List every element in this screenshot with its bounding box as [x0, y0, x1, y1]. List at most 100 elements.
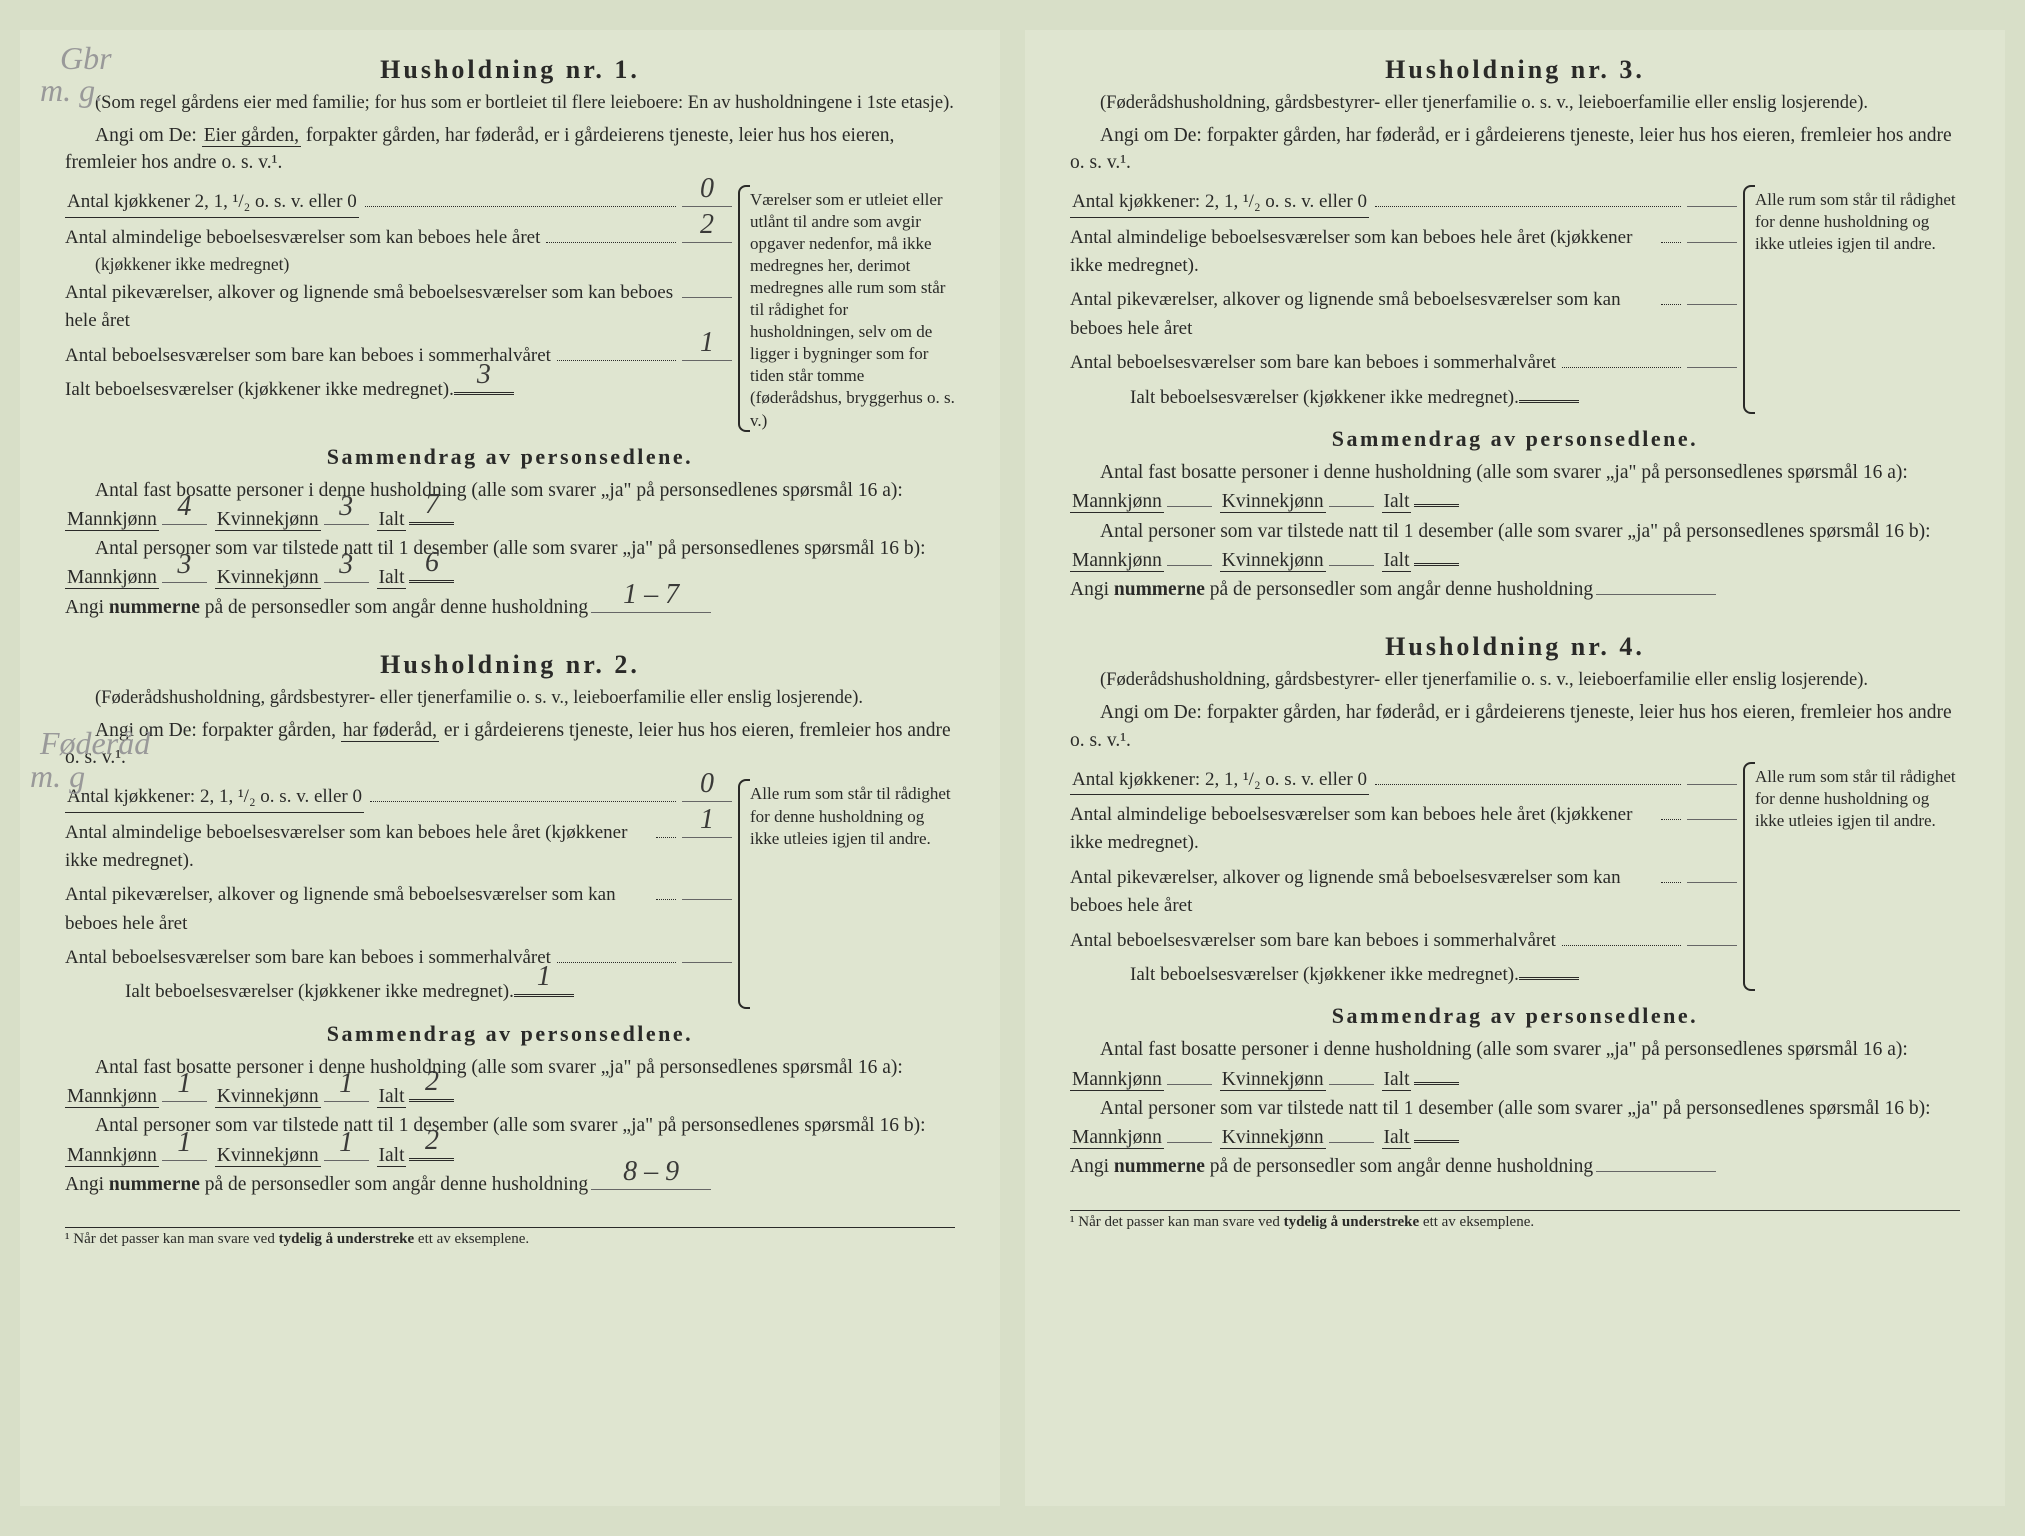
- sommer-line-2: Antal beboelsesværelser som bare kan beb…: [65, 940, 732, 972]
- mann-label-2: Mannkjønn: [65, 1086, 159, 1108]
- stats-side-2: Alle rum som står til rådighet for denne…: [750, 779, 955, 1008]
- nummerne-bold: nummerne: [109, 597, 200, 618]
- stats-side-4: Alle rum som står til rådighet for denne…: [1755, 762, 1960, 991]
- ialt-b-value-4: [1414, 1124, 1459, 1144]
- household-4-angi: Angi om De: forpakter gården, har føderå…: [1070, 699, 1960, 754]
- pikev-value-4: [1687, 860, 1737, 883]
- mann-value: 4: [162, 505, 207, 525]
- side-text-2: Alle rum som står til rådighet for denne…: [750, 784, 951, 847]
- ialt-p-value: 7: [409, 505, 454, 525]
- pikev-line-2: Antal pikeværelser, alkover og lignende …: [65, 878, 732, 939]
- household-1: Husholdning nr. 1. (Som regel gårdens ei…: [65, 55, 955, 622]
- nummerne-bold-3: nummerne: [1114, 579, 1205, 600]
- sommer-line-4: Antal beboelsesværelser som bare kan beb…: [1070, 923, 1737, 955]
- footnote-bold-r: tydelig å understreke: [1284, 1214, 1420, 1230]
- mann-b-value-2: 1: [162, 1141, 207, 1161]
- kjokkener-label: Antal kjøkkener 2, 1, ¹/₂ o. s. v. eller…: [65, 188, 359, 218]
- kjokkener-line-2: Antal kjøkkener: 2, 1, ¹/₂ o. s. v. elle…: [65, 779, 732, 812]
- kjokkener-value-4: [1687, 762, 1737, 785]
- stats-side: Værelser som er utleiet eller utlånt til…: [750, 185, 955, 432]
- tilstede-row-4: Mannkjønn Kvinnekjønn Ialt: [1070, 1123, 1960, 1152]
- sommer-line-3: Antal beboelsesværelser som bare kan beb…: [1070, 345, 1737, 377]
- angi-underlined: Eier gården,: [202, 125, 301, 147]
- sommer-label-4: Antal beboelsesværelser som bare kan beb…: [1070, 927, 1556, 956]
- angi-underlined-2: har føderåd,: [341, 720, 439, 742]
- household-1-title: Husholdning nr. 1.: [65, 55, 955, 85]
- sommer-value: 1: [682, 338, 732, 361]
- mann-b-label-4: Mannkjønn: [1070, 1127, 1164, 1149]
- kvinne-b-label-4: Kvinnekjønn: [1220, 1127, 1326, 1149]
- kvinne-value-3: [1329, 488, 1374, 508]
- almindelige-line-2: Antal almindelige beboelsesværelser som …: [65, 815, 732, 876]
- pikev-value-3: [1687, 283, 1737, 306]
- ialt-p-label-4: Ialt: [1382, 1069, 1412, 1091]
- almindelige-label-2: Antal almindelige beboelsesværelser som …: [65, 819, 650, 876]
- kvinne-label: Kvinnekjønn: [215, 509, 321, 531]
- pikev-label-2: Antal pikeværelser, alkover og lignende …: [65, 881, 650, 938]
- nummer-line-2: Angi nummerne på de personsedler som ang…: [65, 1170, 955, 1199]
- pikev-value-2: [682, 878, 732, 901]
- summary-title-4: Sammendrag av personsedlene.: [1070, 1003, 1960, 1029]
- tilstede-line-3: Antal personer som var tilstede natt til…: [1070, 517, 1960, 546]
- kvinne-b-value: 3: [324, 564, 369, 584]
- mann-label-3: Mannkjønn: [1070, 491, 1164, 513]
- almindelige-line: Antal almindelige beboelsesværelser som …: [65, 220, 732, 252]
- ialt-line-4: Ialt beboelsesværelser (kjøkkener ikke m…: [1070, 957, 1737, 989]
- almindelige-value: 2: [682, 220, 732, 243]
- household-3-stats: Antal kjøkkener: 2, 1, ¹/₂ o. s. v. elle…: [1070, 185, 1960, 414]
- ialt-value: 3: [454, 372, 514, 395]
- ialt-b-label: Ialt: [377, 567, 407, 589]
- household-4-title: Husholdning nr. 4.: [1070, 632, 1960, 662]
- household-3-subtitle: (Føderådshusholdning, gårdsbestyrer- ell…: [1070, 91, 1960, 116]
- fast-line-2: Antal fast bosatte personer i denne hush…: [65, 1053, 955, 1082]
- almindelige-label-3: Antal almindelige beboelsesværelser som …: [1070, 224, 1655, 281]
- almindelige-value-3: [1687, 220, 1737, 243]
- fast-line-1: Antal fast bosatte personer i denne hush…: [65, 476, 955, 505]
- pencil-note-2: m. g.: [40, 72, 103, 109]
- side-text: Værelser som er utleiet eller utlånt til…: [750, 190, 955, 430]
- kjokkener-value-3: [1687, 185, 1737, 208]
- kvinne-value-2: 1: [324, 1083, 369, 1103]
- mann-b-label-2: Mannkjønn: [65, 1145, 159, 1167]
- household-2-subtitle: (Føderådshusholdning, gårdsbestyrer- ell…: [65, 686, 955, 711]
- household-1-angi: Angi om De: Eier gården, forpakter gårde…: [65, 122, 955, 177]
- household-1-subtitle: (Som regel gårdens eier med familie; for…: [65, 91, 955, 116]
- mann-label-4: Mannkjønn: [1070, 1069, 1164, 1091]
- kjokkener-line-3: Antal kjøkkener: 2, 1, ¹/₂ o. s. v. elle…: [1070, 185, 1737, 218]
- nummer-line-3: Angi nummerne på de personsedler som ang…: [1070, 575, 1960, 604]
- right-page: Husholdning nr. 3. (Føderådshusholdning,…: [1025, 30, 2005, 1506]
- household-4-subtitle: (Føderådshusholdning, gårdsbestyrer- ell…: [1070, 668, 1960, 693]
- nummer-value: 1 – 7: [591, 593, 711, 613]
- ialt-b-label-4: Ialt: [1382, 1127, 1412, 1149]
- pikev-line: Antal pikeværelser, alkover og lignende …: [65, 275, 732, 336]
- ialt-value-4: [1519, 957, 1579, 980]
- ialt-label-3: Ialt beboelsesværelser (kjøkkener ikke m…: [1130, 384, 1519, 413]
- pikev-line-3: Antal pikeværelser, alkover og lignende …: [1070, 283, 1737, 344]
- household-1-stats: Antal kjøkkener 2, 1, ¹/₂ o. s. v. eller…: [65, 185, 955, 432]
- fast-row-1: Mannkjønn4 Kvinnekjønn3 Ialt7: [65, 505, 955, 534]
- tilstede-row-1: Mannkjønn3 Kvinnekjønn3 Ialt6: [65, 563, 955, 592]
- almindelige-sub: (kjøkkener ikke medregnet): [65, 254, 732, 275]
- side-text-3: Alle rum som står til rådighet for denne…: [1755, 190, 1956, 253]
- tilstede-line-4: Antal personer som var tilstede natt til…: [1070, 1094, 1960, 1123]
- kjokkener-label-4: Antal kjøkkener: 2, 1, ¹/₂ o. s. v. elle…: [1070, 766, 1369, 796]
- angi-pre: Angi om De:: [95, 125, 202, 146]
- kjokkener-line-4: Antal kjøkkener: 2, 1, ¹/₂ o. s. v. elle…: [1070, 762, 1737, 795]
- tilstede-row-3: Mannkjønn Kvinnekjønn Ialt: [1070, 546, 1960, 575]
- ialt-b-label-3: Ialt: [1382, 550, 1412, 572]
- left-page: Gbr m. g. Husholdning nr. 1. (Som regel …: [20, 30, 1000, 1506]
- kvinne-label-3: Kvinnekjønn: [1220, 491, 1326, 513]
- almindelige-label-4: Antal almindelige beboelsesværelser som …: [1070, 801, 1655, 858]
- nummer-line-1: Angi nummerne på de personsedler som ang…: [65, 593, 955, 622]
- almindelige-value-4: [1687, 797, 1737, 820]
- side-text-4: Alle rum som står til rådighet for denne…: [1755, 767, 1956, 830]
- mann-b-label: Mannkjønn: [65, 567, 159, 589]
- pencil-note-4: m. g: [30, 758, 85, 795]
- sommer-line: Antal beboelsesværelser som bare kan beb…: [65, 338, 732, 370]
- tilstede-line-2: Antal personer som var tilstede natt til…: [65, 1111, 955, 1140]
- almindelige-line-4: Antal almindelige beboelsesværelser som …: [1070, 797, 1737, 858]
- almindelige-value-2: 1: [682, 815, 732, 838]
- kvinne-label-2: Kvinnekjønn: [215, 1086, 321, 1108]
- mann-b-value-3: [1167, 546, 1212, 566]
- kvinne-b-value-2: 1: [324, 1141, 369, 1161]
